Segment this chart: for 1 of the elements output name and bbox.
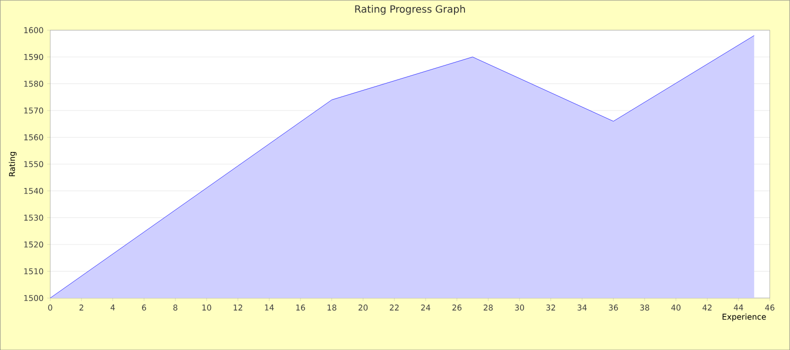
chart-title: Rating Progress Graph [355,4,465,15]
